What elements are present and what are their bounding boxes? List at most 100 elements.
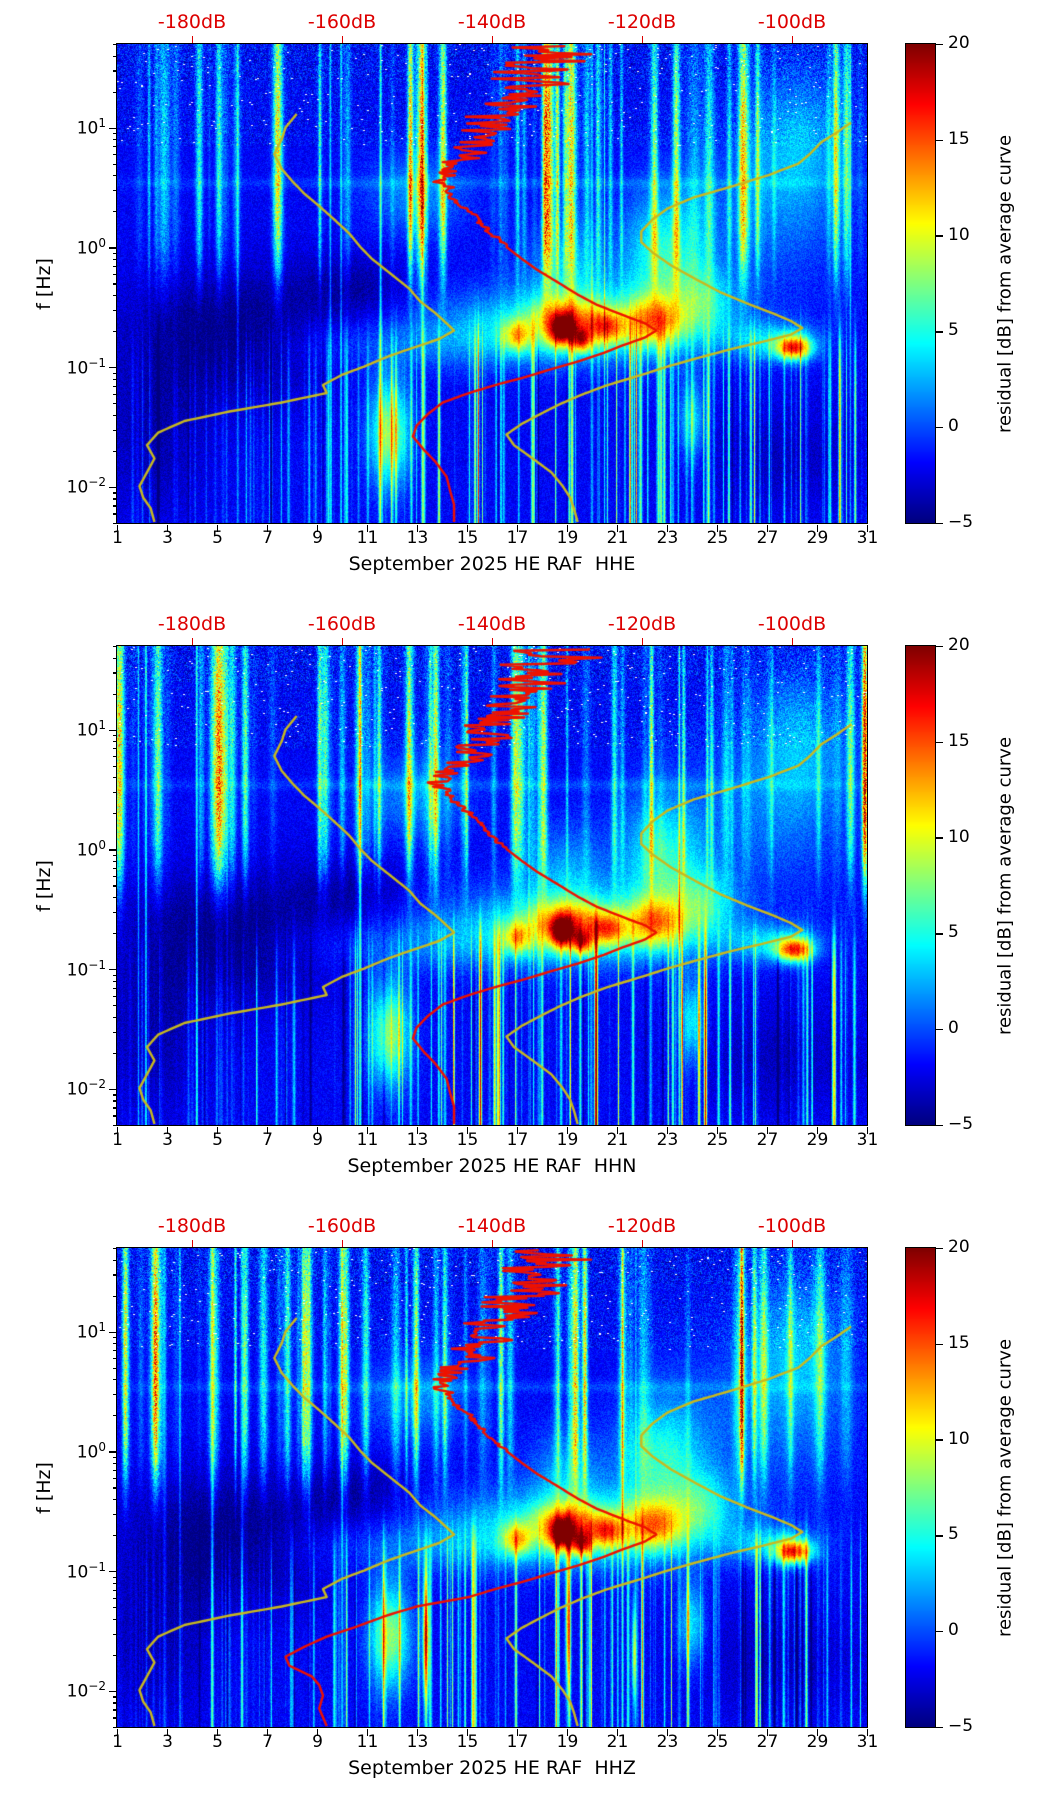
y-tick-label: 101 <box>76 116 106 139</box>
colorbar-tick-mark <box>936 427 943 429</box>
x-tick-mark <box>766 1127 769 1134</box>
colorbar-tick-label: 5 <box>948 1524 959 1545</box>
y-minor-tick-mark <box>112 265 116 268</box>
x-tick-mark <box>116 525 119 532</box>
y-minor-tick-mark <box>112 1477 116 1480</box>
y-tick-mark <box>109 1571 116 1573</box>
x-tick-label: 21 <box>606 1130 629 1150</box>
top-tick-mark <box>641 36 644 43</box>
spectrogram-plot-area <box>116 645 868 1126</box>
y-axis-label: f [Hz] <box>33 1462 55 1514</box>
y-minor-tick-mark <box>112 1107 116 1109</box>
x-tick-mark <box>716 1729 719 1736</box>
y-minor-tick-mark <box>112 748 116 750</box>
x-tick-label: 23 <box>656 1130 679 1150</box>
y-minor-tick-mark <box>112 1247 116 1250</box>
y-minor-tick-mark <box>112 885 116 887</box>
top-tick-mark <box>491 36 494 43</box>
y-axis-label: f [Hz] <box>33 860 55 912</box>
y-minor-tick-mark <box>112 1618 116 1620</box>
y-minor-tick-mark <box>112 414 116 416</box>
colorbar-tick-mark <box>936 933 943 935</box>
y-minor-tick-mark <box>112 450 116 452</box>
y-minor-tick-mark <box>112 175 116 177</box>
colorbar-tick-mark <box>936 1124 943 1127</box>
y-minor-tick-mark <box>112 657 116 659</box>
colorbar-canvas <box>906 44 935 523</box>
x-tick-mark <box>616 525 619 532</box>
y-minor-tick-mark <box>112 672 116 674</box>
top-axis-tick-label: -100dB <box>757 11 827 33</box>
y-minor-tick-mark <box>112 813 116 815</box>
y-minor-tick-mark <box>112 867 116 870</box>
y-minor-tick-mark <box>112 429 116 431</box>
y-tick-label: 10−2 <box>66 1679 106 1703</box>
x-tick-mark <box>366 1127 369 1134</box>
colorbar-tick-mark <box>936 837 943 839</box>
spectrogram-panel-hhz: -180dB -160dB -140dB -120dB -100dB f [Hz… <box>0 1204 1052 1806</box>
y-tick-label: 100 <box>76 235 106 259</box>
y-minor-tick-mark <box>112 1654 116 1656</box>
colorbar-tick-label: 5 <box>948 922 959 943</box>
x-tick-mark <box>816 525 819 532</box>
spectrogram-panel-hhe: -180dB -160dB -140dB -120dB -100dB f [Hz… <box>0 0 1052 602</box>
top-tick-mark <box>191 638 194 645</box>
y-minor-tick-mark <box>112 43 116 46</box>
top-axis-tick-label: -140dB <box>457 1215 527 1237</box>
y-minor-tick-mark <box>112 1100 116 1102</box>
colorbar-tick-mark <box>936 1343 943 1345</box>
colorbar-tick-label: 0 <box>948 1620 959 1641</box>
x-tick-label: 19 <box>556 1732 579 1752</box>
x-tick-label: 11 <box>356 1130 379 1150</box>
x-tick-mark <box>866 1127 869 1134</box>
y-tick-mark <box>109 729 116 731</box>
y-minor-tick-mark <box>112 492 116 494</box>
x-tick-mark <box>516 1729 519 1736</box>
y-minor-tick-mark <box>112 146 116 148</box>
colorbar-tick-mark <box>936 235 943 237</box>
y-minor-tick-mark <box>112 1052 116 1054</box>
y-minor-tick-mark <box>112 777 116 779</box>
x-tick-label: 13 <box>406 1732 429 1752</box>
y-minor-tick-mark <box>112 765 116 767</box>
top-axis-tick-label: -140dB <box>457 613 527 635</box>
colorbar-tick-label: 10 <box>948 1428 970 1449</box>
x-axis-label: September 2025 HE RAF HHE <box>348 553 636 575</box>
y-minor-tick-mark <box>112 1415 116 1417</box>
y-minor-tick-mark <box>112 190 116 192</box>
colorbar-canvas <box>906 646 935 1125</box>
y-minor-tick-mark <box>112 154 116 156</box>
y-tick-mark <box>109 247 116 249</box>
y-minor-tick-mark <box>112 1343 116 1345</box>
x-tick-mark <box>366 525 369 532</box>
y-minor-tick-mark <box>112 393 116 395</box>
top-tick-mark <box>791 638 794 645</box>
top-axis-tick-label: -120dB <box>607 1215 677 1237</box>
colorbar-tick-label: 0 <box>948 1018 959 1039</box>
y-minor-tick-mark <box>112 498 116 500</box>
top-tick-mark <box>341 1240 344 1247</box>
x-tick-mark <box>816 1729 819 1736</box>
y-tick-label: 10−1 <box>66 1559 106 1583</box>
x-tick-label: 7 <box>262 1130 273 1150</box>
x-tick-label: 3 <box>162 528 173 548</box>
y-tick-mark <box>109 849 116 851</box>
y-minor-tick-mark <box>112 1259 116 1261</box>
x-tick-label: 11 <box>356 528 379 548</box>
y-minor-tick-mark <box>112 331 116 333</box>
x-tick-label: 25 <box>706 1130 729 1150</box>
x-tick-label: 19 <box>556 528 579 548</box>
x-tick-label: 7 <box>262 1732 273 1752</box>
x-tick-mark <box>466 1729 469 1736</box>
y-axis-label: f [Hz] <box>33 258 55 310</box>
colorbar-label: residual [dB] from average curve <box>994 736 1016 1036</box>
x-tick-label: 15 <box>456 1732 479 1752</box>
x-tick-mark <box>466 525 469 532</box>
x-tick-label: 23 <box>656 1732 679 1752</box>
y-tick-label: 10−1 <box>66 355 106 379</box>
y-minor-tick-mark <box>112 1350 116 1352</box>
spectrogram-plot-area <box>116 1247 868 1728</box>
x-tick-mark <box>416 525 419 532</box>
y-minor-tick-mark <box>112 995 116 997</box>
y-minor-tick-mark <box>112 1487 116 1489</box>
